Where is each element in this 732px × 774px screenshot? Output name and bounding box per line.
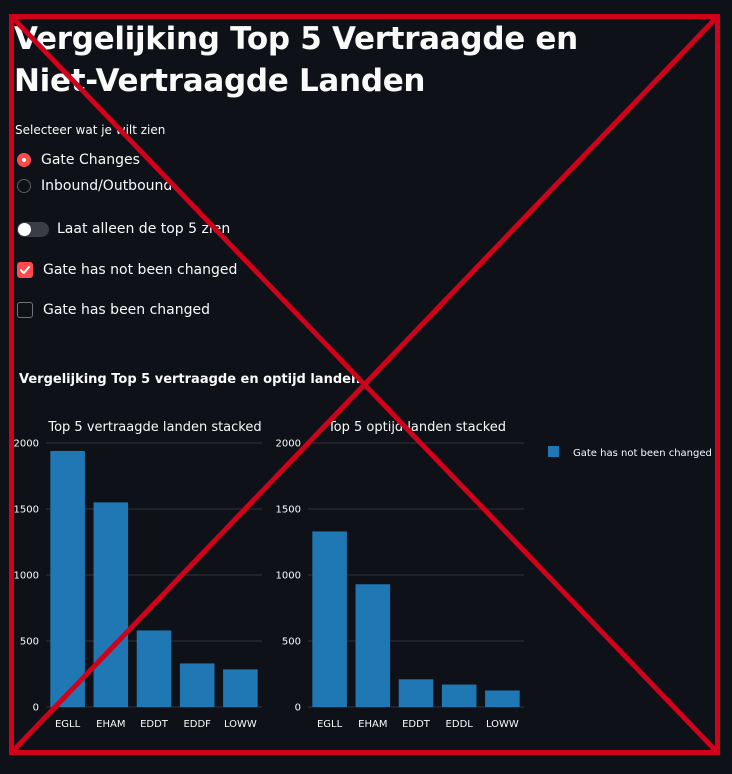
bar[interactable] bbox=[355, 584, 391, 707]
y-tick-label: 1000 bbox=[276, 571, 301, 582]
bar[interactable] bbox=[398, 679, 434, 707]
y-tick-label: 500 bbox=[282, 637, 301, 648]
y-tick-label: 0 bbox=[295, 703, 301, 714]
x-tick-label: LOWW bbox=[486, 719, 519, 730]
y-tick-label: 1500 bbox=[276, 505, 301, 516]
x-tick-label: LOWW bbox=[224, 719, 257, 730]
y-tick-label: 0 bbox=[33, 703, 39, 714]
bar[interactable] bbox=[485, 690, 520, 708]
x-tick-label: EHAM bbox=[96, 719, 125, 730]
bar[interactable] bbox=[441, 684, 477, 707]
x-tick-label: EGLL bbox=[55, 719, 81, 730]
legend-label[interactable]: Gate has not been changed bbox=[573, 448, 712, 459]
y-tick-label: 500 bbox=[20, 637, 39, 648]
bar[interactable] bbox=[93, 502, 129, 707]
y-tick-label: 2000 bbox=[276, 439, 301, 450]
y-tick-label: 1000 bbox=[14, 571, 39, 582]
chart-title: Top 5 optijd landen stacked bbox=[327, 420, 506, 435]
x-tick-label: EHAM bbox=[358, 719, 387, 730]
y-tick-label: 1500 bbox=[14, 505, 39, 516]
chart-title: Top 5 vertraagde landen stacked bbox=[47, 420, 261, 435]
legend-swatch[interactable] bbox=[548, 446, 559, 457]
x-tick-label: EDDT bbox=[402, 719, 431, 730]
x-tick-label: EDDL bbox=[446, 719, 474, 730]
bar[interactable] bbox=[136, 630, 172, 707]
y-tick-label: 2000 bbox=[14, 439, 39, 450]
bar[interactable] bbox=[312, 531, 347, 707]
bar[interactable] bbox=[50, 450, 85, 707]
bar[interactable] bbox=[223, 669, 258, 707]
bar[interactable] bbox=[179, 663, 215, 707]
x-tick-label: EDDT bbox=[140, 719, 169, 730]
x-tick-label: EGLL bbox=[317, 719, 343, 730]
x-tick-label: EDDF bbox=[183, 719, 211, 730]
